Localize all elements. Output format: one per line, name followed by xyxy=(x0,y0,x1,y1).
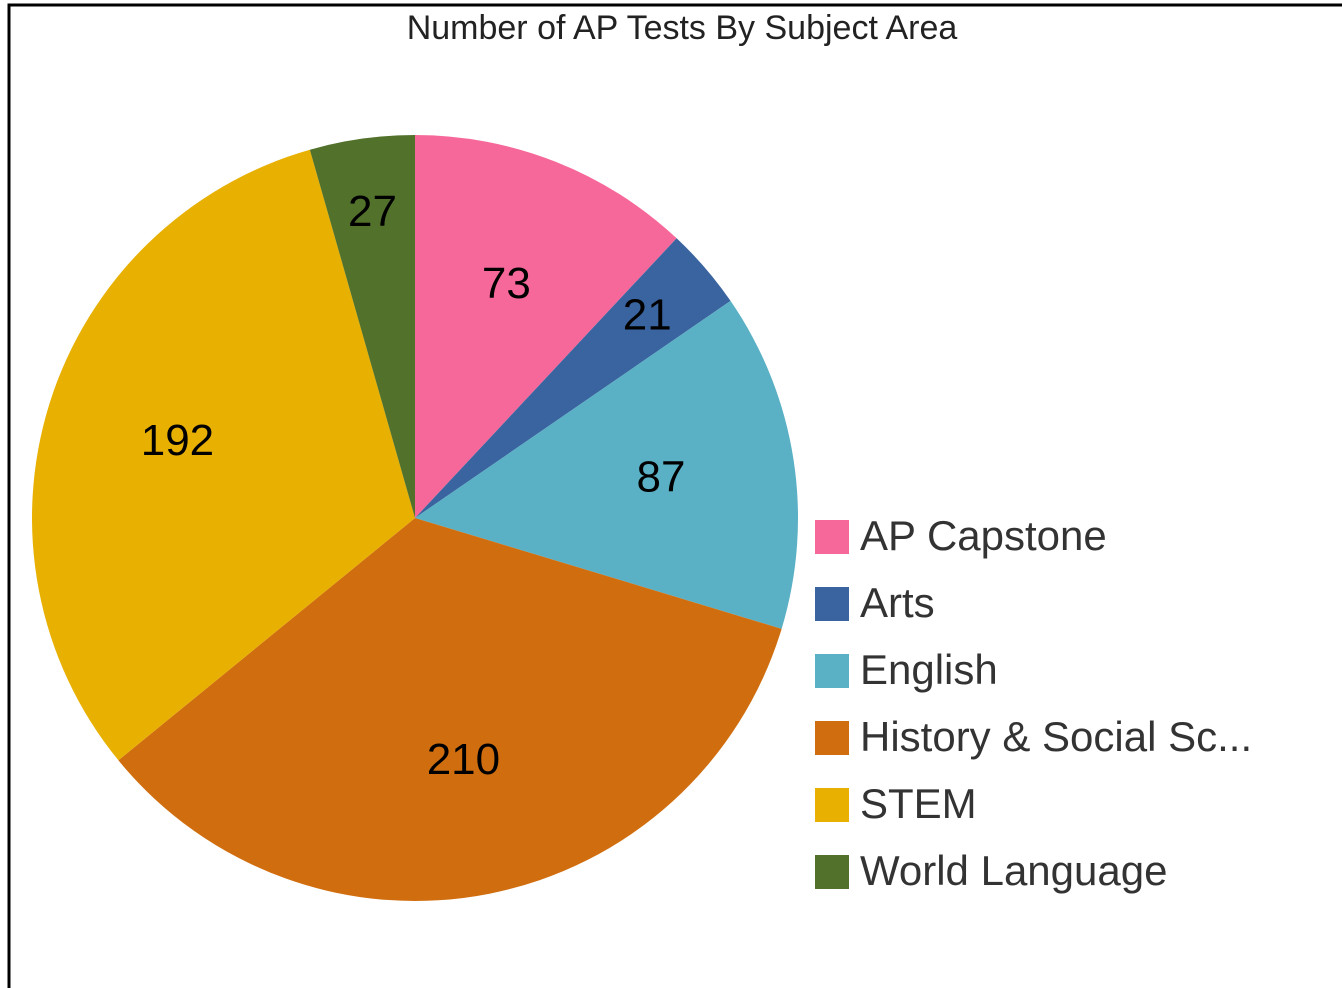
pie-slice xyxy=(415,300,798,629)
legend-swatch xyxy=(815,855,849,889)
legend-label: Arts xyxy=(860,579,935,626)
data-label: 73 xyxy=(482,259,531,308)
data-label: 210 xyxy=(427,735,500,784)
data-label: 21 xyxy=(623,291,672,340)
legend-label: AP Capstone xyxy=(860,512,1107,559)
legend-label: English xyxy=(860,646,998,693)
legend-swatch xyxy=(815,788,849,822)
pie-slice xyxy=(118,518,782,901)
legend-swatch xyxy=(815,587,849,621)
legend-label: STEM xyxy=(860,780,977,827)
pie-slice xyxy=(31,149,416,761)
legend-label: History & Social Sc... xyxy=(860,713,1252,760)
pie-slice xyxy=(415,238,731,518)
data-label: 87 xyxy=(637,452,686,501)
data-label: 27 xyxy=(348,187,397,236)
data-label: 192 xyxy=(141,416,214,465)
pie-slice xyxy=(415,135,677,518)
legend-swatch xyxy=(815,721,849,755)
legend-label: World Language xyxy=(860,847,1167,894)
pie-slice xyxy=(309,135,415,518)
legend-swatch xyxy=(815,654,849,688)
chart-title: Number of AP Tests By Subject Area xyxy=(407,9,958,47)
legend-swatch xyxy=(815,520,849,554)
